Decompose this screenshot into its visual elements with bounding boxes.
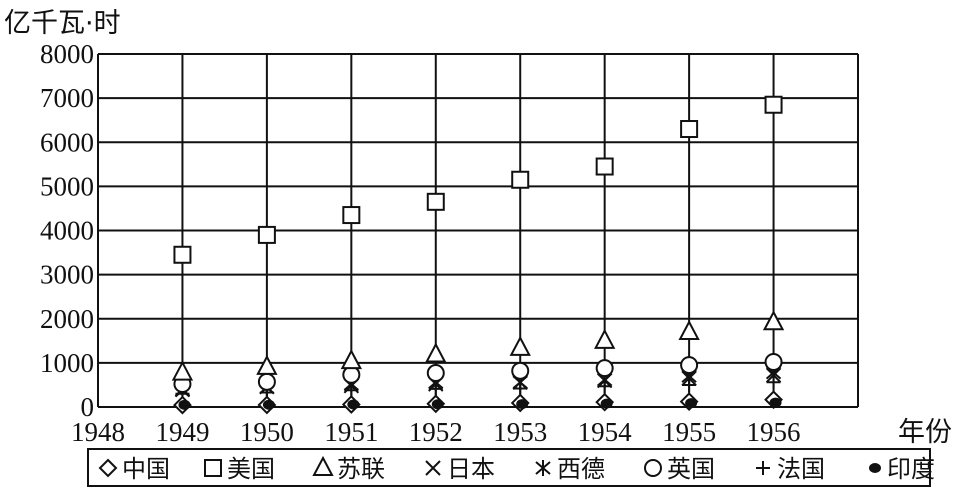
data-point-triangle xyxy=(594,328,616,349)
data-point-circle xyxy=(764,352,783,371)
x-tick-label: 1954 xyxy=(578,417,633,447)
legend-label: 苏联 xyxy=(337,455,385,483)
data-point-filled-circle xyxy=(431,399,444,410)
legend-label: 英国 xyxy=(667,455,715,483)
y-tick-label: 3000 xyxy=(40,260,94,290)
data-point-square xyxy=(764,95,783,114)
data-point-square xyxy=(680,120,699,139)
legend-item: 法国 xyxy=(756,455,825,483)
legend-item: 苏联 xyxy=(312,455,385,483)
y-tick-label: 2000 xyxy=(40,304,94,334)
data-point-square xyxy=(511,170,530,189)
data-point-square xyxy=(257,225,276,244)
legend-item: 英国 xyxy=(644,455,715,483)
data-point-circle xyxy=(595,359,614,378)
data-point-circle xyxy=(426,364,445,383)
data-point-triangle xyxy=(762,310,785,331)
data-point-triangle xyxy=(425,342,447,363)
y-tick-label: 5000 xyxy=(40,171,94,201)
data-point-triangle xyxy=(509,335,531,356)
data-point-square xyxy=(426,192,445,211)
x-tick-label: 1948 xyxy=(71,417,125,447)
data-point-filled-circle xyxy=(685,398,698,409)
triangle-icon xyxy=(312,455,334,476)
filled-circle-icon xyxy=(869,463,881,473)
data-point-square xyxy=(342,206,361,225)
y-tick-label: 8000 xyxy=(40,39,94,69)
circle-icon xyxy=(644,459,662,477)
data-point-filled-circle xyxy=(178,399,191,410)
x-icon xyxy=(425,460,441,476)
square-icon xyxy=(204,459,222,477)
data-point-square xyxy=(173,245,192,264)
legend-label: 印度 xyxy=(887,455,935,483)
data-point-square xyxy=(595,157,614,176)
legend-item: 日本 xyxy=(425,455,495,483)
x-tick-label: 1949 xyxy=(155,417,209,447)
legend-item: 美国 xyxy=(204,455,275,483)
data-point-triangle xyxy=(256,354,278,375)
y-tick-label: 0 xyxy=(81,392,95,422)
data-point-filled-circle xyxy=(516,399,529,410)
legend-label: 法国 xyxy=(777,455,825,483)
y-tick-label: 7000 xyxy=(40,83,94,113)
x-tick-label: 1956 xyxy=(747,417,801,447)
plus-icon xyxy=(756,461,770,475)
data-point-filled-circle xyxy=(262,399,275,410)
data-point-filled-circle xyxy=(347,399,360,410)
data-point-circle xyxy=(257,372,276,391)
legend-label: 美国 xyxy=(227,455,275,483)
diamond-icon xyxy=(98,458,118,478)
y-tick-label: 4000 xyxy=(40,216,94,246)
data-point-triangle xyxy=(678,319,700,340)
x-axis-title: 年份 xyxy=(898,417,952,448)
x-tick-label: 1952 xyxy=(409,417,463,447)
legend-label: 中国 xyxy=(122,455,170,483)
y-axis-title: 亿千瓦·时 xyxy=(4,8,121,39)
legend-item: 中国 xyxy=(98,455,170,483)
x-tick-label: 1951 xyxy=(324,417,378,447)
x-tick-label: 1950 xyxy=(240,417,294,447)
legend-label: 西德 xyxy=(557,455,605,483)
legend-item: 西德 xyxy=(535,455,605,483)
data-point-circle xyxy=(342,365,361,384)
x-tick-label: 1953 xyxy=(493,417,547,447)
y-tick-label: 1000 xyxy=(40,348,94,378)
data-point-circle xyxy=(680,356,699,375)
data-point-triangle xyxy=(340,348,362,370)
asterisk-icon xyxy=(535,460,551,476)
data-point-circle xyxy=(511,361,530,380)
data-point-filled-circle xyxy=(769,397,782,408)
legend-item: 印度 xyxy=(869,455,935,483)
data-point-triangle xyxy=(171,360,194,381)
legend-box xyxy=(87,448,931,487)
x-tick-label: 1955 xyxy=(662,417,716,447)
data-point-filled-circle xyxy=(600,398,613,409)
legend-label: 日本 xyxy=(447,455,495,483)
y-tick-label: 6000 xyxy=(40,127,94,157)
